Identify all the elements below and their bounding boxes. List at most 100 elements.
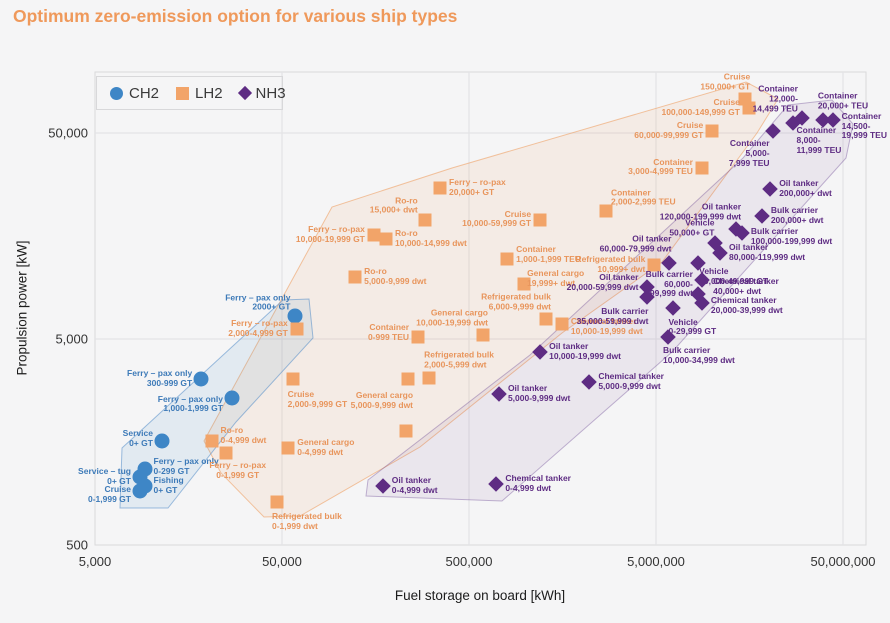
y-tick-0: 500: [66, 537, 88, 553]
legend-item-lh2: LH2: [176, 85, 223, 102]
label-nh3-bulk-carrier-35-000-59-999-dwt: Bulk carrier 35,000-59,999 dwt: [576, 305, 649, 326]
label-nh3-oil-tanker-0-4-999-dwt: Oil tanker 0-4,999 dwt: [391, 474, 438, 495]
x-tick-3: 5,000,000: [627, 554, 685, 569]
plot-border: [94, 71, 867, 546]
y-axis-title: Propulsion power [kW]: [14, 240, 30, 376]
label-nh3-bulk-carrier-10-000-34-999-dwt: Bulk carrier 10,000-34,999 dwt: [663, 345, 735, 366]
marker-lh2-ro-ro-5-000-9-999-dwt: [348, 270, 362, 284]
region-nh3: [365, 99, 854, 502]
label-lh2-ro-ro-15-000-dwt: Ro-ro 15,000+ dwt: [369, 194, 418, 215]
label-lh2-refrigerated-bulk-10-999-dwt: Refrigerated bulk 10,999+ dwt: [575, 254, 646, 275]
legend: CH2 LH2 NH3: [96, 76, 286, 110]
label-lh2-ro-ro-10-000-14-999-dwt: Ro-ro 10,000-14,999 dwt: [395, 228, 467, 248]
marker-lh2-ferry-ro-pax-20-000-gt: [433, 181, 447, 195]
marker-lh2-container-2-000-2-999-teu: [599, 204, 613, 218]
marker-lh2-general-cargo-0-4-999-dwt: [281, 441, 295, 455]
label-lh2-ro-ro-5-000-9-999-dwt: Ro-ro 5,000-9,999 dwt: [364, 266, 427, 286]
marker-lh2-container-0-999-teu: [411, 330, 425, 344]
legend-label-nh3: NH3: [255, 84, 286, 102]
marker-ch2-service-0-gt: [154, 433, 170, 449]
legend-label-ch2: CH2: [129, 84, 160, 102]
label-lh2-ferry-ro-pax-10-000-19-999-gt: Ferry – ro-pax 10,000-19,999 GT: [295, 224, 365, 244]
marker-lh2-ferry-ro-pax-10-000-19-999-gt: [367, 228, 381, 242]
label-lh2-refrigerated-bulk-6-000-9-999-dwt: Refrigerated bulk 6,000-9,999 dwt: [481, 291, 551, 312]
label-lh2-cruise-10-000-59-999-gt: Cruise 10,000-59,999 GT: [462, 208, 532, 229]
label-nh3-vehicle-30-000-49-999-gt: Vehicle 30,000-49,999 GT: [699, 265, 769, 286]
nh3-diamond-icon: [237, 85, 252, 101]
label-ch2-fishing-0-gt: Fishing 0+ GT: [153, 474, 184, 495]
label-nh3-container-5-000-7-999-teu: Container 5,000- 7,999 TEU: [728, 138, 770, 168]
label-lh2-chemical-tanker-10-000-19-999-dwt: Chemical tanker 10,000-19,999 dwt: [570, 316, 643, 337]
label-nh3-container-8-000-11-999-teu: Container 8,000- 11,999 TEU: [796, 125, 842, 155]
label-nh3-oil-tanker-10-000-19-999-dwt: Oil tanker 10,000-19,999 dwt: [549, 341, 621, 362]
label-lh2-ferry-ro-pax-20-000-gt: Ferry – ro-pax 20,000+ GT: [449, 177, 506, 198]
x-tick-0: 5,000: [78, 554, 112, 569]
marker-lh2-general-cargo-5-000-9-999-dwt: [401, 372, 415, 386]
label-nh3-oil-tanker-200-000-dwt: Oil tanker 200,000+ dwt: [779, 178, 832, 199]
label-lh2-general-cargo-5-000-9-999-dwt: General cargo 5,000-9,999 dwt: [350, 389, 414, 410]
label-lh2-cruise-150-000-gt: Cruise 150,000+ GT: [700, 71, 751, 92]
x-tick-2: 500,000: [445, 554, 493, 569]
marker-lh2-ro-ro-0-4-999-dwt: [205, 434, 219, 448]
label-nh3-chemical-tanker-5-000-9-999-dwt: Chemical tanker 5,000-9,999 dwt: [598, 370, 664, 391]
label-lh2-ferry-ro-pax-2-000-4-999-gt: Ferry – ro-pax 2,000-4,999 GT: [228, 318, 288, 338]
label-nh3-chemical-tanker-40-000-dwt: Chemical tanker 40,000+ dwt: [713, 275, 779, 296]
label-nh3-vehicle-50-000-gt: Vehicle 50,000+ GT: [669, 217, 715, 238]
label-lh2-refrigerated-bulk-0-1-999-dwt: Refrigerated bulk 0-1,999 dwt: [271, 510, 342, 531]
label-lh2-general-cargo-0-4-999-dwt: General cargo 0-4,999 dwt: [297, 437, 355, 457]
label-nh3-oil-tanker-120-000-199-999-dwt: Oil tanker 120,000-199,999 dwt: [659, 201, 742, 222]
marker-ch2-cruise-0-1-999-gt: [132, 483, 148, 499]
marker-lh2-ro-ro-15-000-dwt: [418, 213, 432, 227]
label-nh3-bulk-carrier-100-000-199-999-dwt: Bulk carrier 100,000-199,999 dwt: [750, 225, 833, 246]
label-ch2-cruise-0-1-999-gt: Cruise 0-1,999 GT: [87, 484, 131, 505]
marker-lh2-ferry-ro-pax-2-000-4-999-gt: [290, 322, 304, 336]
ch2-circle-icon: [110, 86, 123, 100]
marker-ch2-ferry-pax-only-1-000-1-999-gt: [224, 390, 240, 405]
marker-ch2-ferry-pax-only-300-999-gt: [193, 371, 209, 387]
marker-lh2-container-3-000-4-999-teu: [695, 161, 709, 174]
marker-lh2-cruise-2-000-9-999-gt: [286, 372, 300, 386]
marker-lh2-chemical-tanker-10-000-19-999-dwt: [555, 317, 569, 331]
label-nh3-oil-tanker-20-000-59-999-dwt: Oil tanker 20,000-59,999 dwt: [566, 272, 639, 293]
marker-lh2-ro-ro-10-000-14-999-dwt: [379, 232, 393, 246]
y-tick-2: 50,000: [48, 125, 88, 141]
label-ch2-service-0-gt: Service 0+ GT: [122, 428, 153, 448]
label-lh2-cruise-60-000-99-999-gt: Cruise 60,000-99,999 GT: [634, 120, 704, 141]
label-nh3-container-12-000-14-499-teu: Container 12,000- 14,499 TEU: [752, 83, 798, 113]
region-ch2: [119, 298, 314, 509]
label-lh2-refrigerated-bulk-2-000-5-999-dwt: Refrigerated bulk 2,000-5,999 dwt: [424, 349, 495, 370]
label-lh2-container-0-999-teu: Container 0-999 TEU: [367, 322, 410, 343]
x-tick-1: 50,000: [262, 554, 302, 569]
label-nh3-chemical-tanker-20-000-39-999-dwt: Chemical tanker 20,000-39,999 dwt: [710, 294, 783, 315]
marker-lh2-refrigerated-bulk-0-1-999-dwt: [270, 495, 284, 509]
label-lh2-cruise-2-000-9-999-gt: Cruise 2,000-9,999 GT: [287, 388, 348, 409]
label-lh2-general-cargo-10-000-19-999-dwt: General cargo 10,000-19,999 dwt: [416, 307, 488, 328]
label-nh3-oil-tanker-60-000-79-999-dwt: Oil tanker 60,000-79,999 dwt: [599, 233, 672, 254]
label-nh3-vehicle-0-29-999-gt: Vehicle 0-29,999 GT: [668, 316, 717, 337]
label-ch2-ferry-pax-only-1-000-1-999-gt: Ferry – pax only 1,000-1,999 GT: [157, 393, 223, 414]
legend-label-lh2: LH2: [195, 84, 223, 102]
marker-lh2-cruise-60-000-99-999-gt: [705, 124, 719, 138]
label-lh2-general-cargo-19-999-dwt: General cargo 19,999+ dwt: [527, 268, 585, 289]
label-nh3-container-14-500-19-999-teu: Container 14,500- 19,999 TEU: [841, 110, 887, 141]
marker-lh2-refrigerated-bulk-10-999-dwt: [647, 258, 661, 272]
label-ch2-ferry-pax-only-300-999-gt: Ferry – pax only 300-999 GT: [127, 368, 193, 388]
label-nh3-oil-tanker-80-000-119-999-dwt: Oil tanker 80,000-119,999 dwt: [729, 241, 806, 262]
label-ch2-service-tug-0-gt: Service – tug 0+ GT: [78, 466, 131, 486]
marker-lh2-refrigerated-bulk-6-000-9-999-dwt: [539, 312, 553, 326]
label-lh2-ro-ro-0-4-999-dwt: Ro-ro 0-4,999 dwt: [220, 425, 267, 445]
x-tick-4: 50,000,000: [810, 554, 876, 569]
legend-item-nh3: NH3: [237, 84, 286, 102]
marker-lh2-cruise-100-000-149-999-gt: [742, 101, 756, 115]
label-nh3-container-20-000-teu: Container 20,000+ TEU: [817, 90, 869, 111]
label-lh2-container-1-000-1-999-teu: Container 1,000-1,999 TEU: [516, 244, 581, 265]
marker-lh2-general-cargo-10-000-19-999-dwt: [476, 328, 490, 342]
marker-lh2-container-1-000-1-999-teu: [500, 252, 514, 266]
chart-title: Optimum zero-emission option for various…: [13, 6, 458, 26]
label-lh2-cruise-100-000-149-999-gt: Cruise 100,000-149,999 GT: [661, 97, 740, 118]
marker-lh2-refrigerated-bulk-2-000-5-999-dwt: [422, 371, 436, 385]
x-axis-title: Fuel storage on board [kWh]: [394, 588, 566, 603]
marker-lh2-unlabeled: [399, 424, 413, 438]
